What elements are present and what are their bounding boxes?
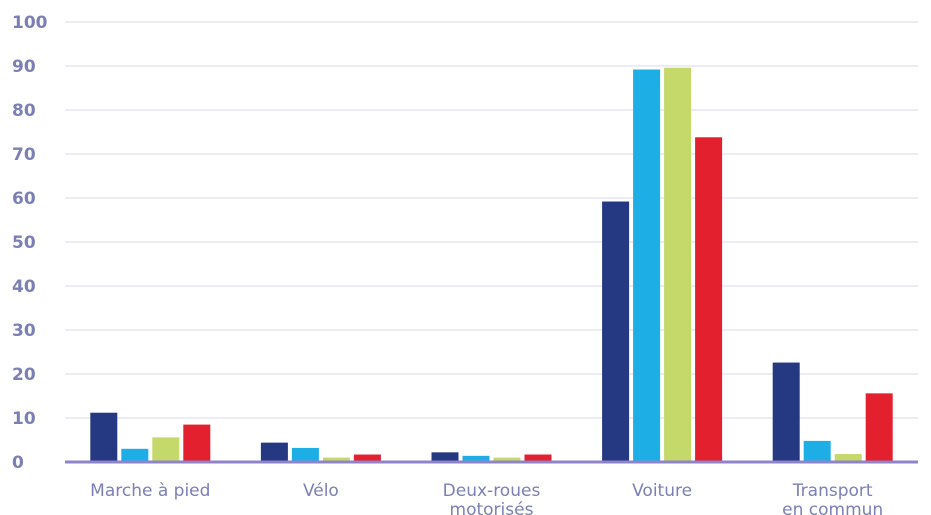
x-tick-label-line: motorisés [450,500,534,515]
bar [493,457,521,462]
y-tick-label: 80 [12,101,36,121]
x-tick-label-line: Deux-roues [443,481,541,501]
y-tick-label: 90 [12,57,36,77]
bar [121,448,149,462]
bar [431,452,459,462]
x-tick-label: Voiture [632,481,692,501]
y-tick-label: 30 [12,321,36,341]
bar [633,69,661,463]
bar [260,442,288,462]
bar [772,362,800,462]
x-axis-category-labels: Marche à pied Vélo Deux-roues motorisés Voit… [90,481,883,515]
y-tick-label: 100 [12,13,48,33]
y-tick-label: 10 [12,409,36,429]
bar [602,201,630,462]
bar [291,447,319,462]
bar [353,454,381,462]
y-tick-label: 60 [12,189,36,209]
bar [803,440,831,462]
x-tick-label: Marche à pied [90,481,210,501]
bar [462,455,490,462]
bar [695,137,723,462]
x-tick-label: Deux-roues motorisés [443,481,541,515]
bar [664,67,692,462]
y-tick-label: 40 [12,277,36,297]
x-tick-label-line: Voiture [632,481,692,501]
y-tick-label: 50 [12,233,36,253]
bar [834,454,862,462]
y-tick-label: 0 [12,453,24,473]
x-tick-label-line: Transport [792,481,873,501]
x-tick-label-line: Vélo [303,481,339,501]
bar [865,393,893,462]
bars [90,67,893,463]
bar [322,457,350,462]
y-tick-label: 70 [12,145,36,165]
gridlines [65,21,918,419]
x-tick-label-line: en commun [782,500,883,515]
bar [152,437,180,462]
bar [183,424,211,462]
x-tick-label: Transport en commun [782,481,883,515]
x-tick-label-line: Marche à pied [90,481,210,501]
bar [90,412,118,462]
x-tick-label: Vélo [303,481,339,501]
y-tick-label: 20 [12,365,36,385]
y-axis-tick-labels: 0 10 20 30 40 50 60 70 80 90 100 [12,13,48,473]
bar [524,454,552,462]
